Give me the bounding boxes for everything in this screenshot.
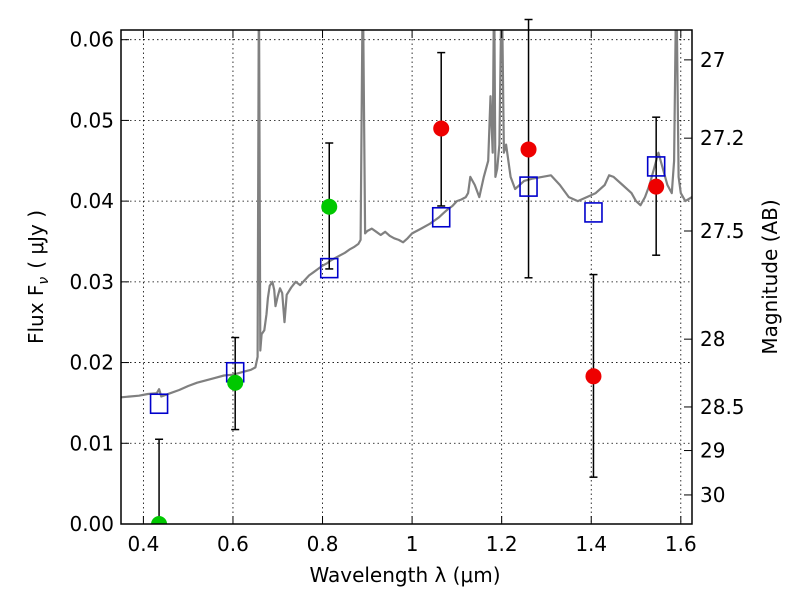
y-tick-label: 0.03 <box>69 270 114 294</box>
axis-tick-labels: 0.4 0.6 0.8 1 1.2 1.4 1.6 0.00 0.01 0.02 0.03 0.04 0… <box>69 28 744 556</box>
observed-flux-point <box>648 178 665 195</box>
observed-flux-point <box>321 198 338 215</box>
observed-flux-point <box>227 374 244 391</box>
observed-flux-point <box>151 516 168 524</box>
x-tick-label: 1.4 <box>575 532 607 556</box>
grid-lines <box>121 30 692 525</box>
model-spectrum-layer <box>121 30 692 399</box>
y2-tick-label: 30 <box>700 483 725 507</box>
y-tick-label: 0.06 <box>69 28 114 52</box>
y-axis-label: Flux Fν ( μJy ) <box>24 210 52 344</box>
model-photometry-point <box>431 206 451 228</box>
error-bars-layer <box>155 18 661 524</box>
plot-frame <box>120 29 693 525</box>
x-tick-label: 0.6 <box>217 532 249 556</box>
model-photometry-point <box>149 393 169 415</box>
y-tick-label: 0.02 <box>69 351 114 375</box>
y-tick-label: 0.05 <box>69 108 114 132</box>
y2-tick-label: 28.5 <box>700 395 745 419</box>
y2-tick-label: 27 <box>700 48 725 72</box>
model-photometry-point <box>519 176 538 197</box>
x-tick-label: 0.4 <box>127 532 159 556</box>
y-axis-label-main: Flux F <box>24 285 48 344</box>
y2-tick-label: 27.2 <box>700 126 745 150</box>
data-markers-layer <box>149 120 666 524</box>
model-photometry-point <box>584 202 603 223</box>
observed-flux-point <box>585 368 602 385</box>
x-tick-label: 1.2 <box>486 532 518 556</box>
y-tick-label: 0.01 <box>69 431 114 455</box>
axis-ticks <box>121 30 692 525</box>
x-tick-label: 1 <box>406 532 419 556</box>
y-tick-label: 0.00 <box>69 512 114 536</box>
y2-tick-label: 28 <box>700 327 725 351</box>
y-axis-label-subscript: ν <box>36 277 52 285</box>
model-photometry-point <box>646 156 666 177</box>
y2-tick-label: 29 <box>700 439 725 463</box>
model-photometry-point <box>319 257 339 279</box>
observed-flux-point <box>520 141 537 158</box>
y2-tick-label: 27.5 <box>700 219 745 243</box>
y-axis-label-unit: ( μJy ) <box>24 210 48 269</box>
y2-axis-label: Magnitude (AB) <box>758 199 782 354</box>
observed-flux-point <box>433 120 450 137</box>
model-spectrum-line <box>121 30 692 399</box>
x-axis-label: Wavelength λ (μm) <box>309 563 500 587</box>
x-tick-label: 1.6 <box>665 532 697 556</box>
x-tick-label: 0.8 <box>307 532 339 556</box>
y-tick-label: 0.04 <box>69 189 114 213</box>
